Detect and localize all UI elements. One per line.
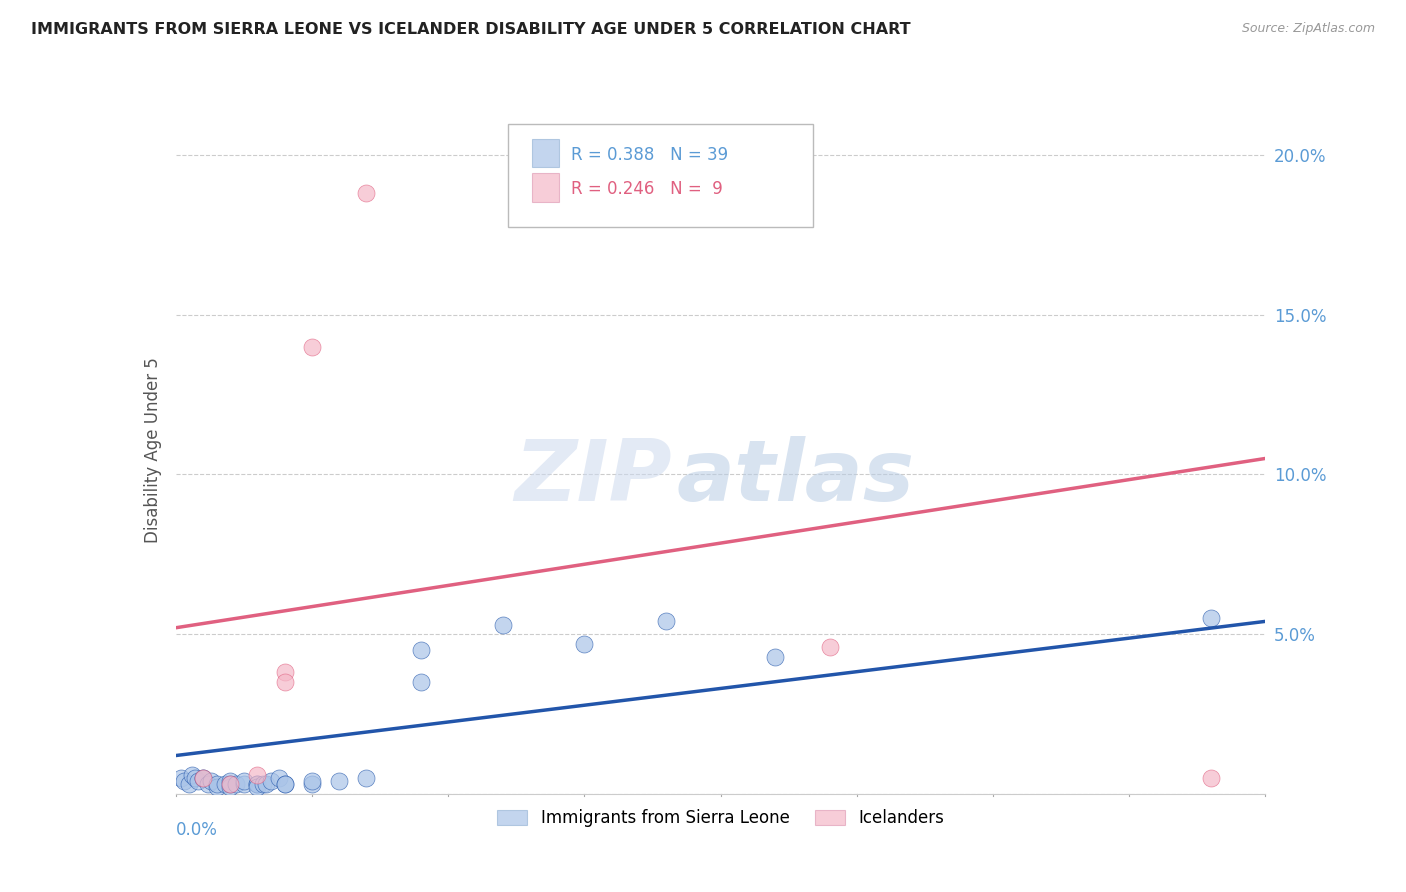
Point xyxy=(191,771,214,785)
Point xyxy=(574,637,596,651)
Text: atlas: atlas xyxy=(678,436,915,519)
Point xyxy=(269,771,291,785)
Point xyxy=(173,774,195,789)
Point xyxy=(356,186,378,201)
Point xyxy=(763,649,786,664)
Point xyxy=(205,777,228,791)
Point xyxy=(200,774,222,789)
Point xyxy=(232,774,254,789)
Point xyxy=(1199,771,1222,785)
Point xyxy=(186,774,209,789)
FancyBboxPatch shape xyxy=(531,173,560,202)
Legend: Immigrants from Sierra Leone, Icelanders: Immigrants from Sierra Leone, Icelanders xyxy=(491,802,950,834)
Point xyxy=(274,675,297,690)
Point xyxy=(179,777,201,791)
Point xyxy=(274,665,297,680)
Point xyxy=(191,771,214,785)
Point xyxy=(254,777,277,791)
Point xyxy=(197,777,219,791)
Point xyxy=(301,774,323,789)
Point xyxy=(246,777,269,791)
Point xyxy=(356,771,378,785)
Text: Source: ZipAtlas.com: Source: ZipAtlas.com xyxy=(1241,22,1375,36)
Point xyxy=(274,777,297,791)
Point xyxy=(246,780,269,795)
Point xyxy=(246,777,269,791)
Point xyxy=(219,774,242,789)
Point xyxy=(219,777,242,791)
FancyBboxPatch shape xyxy=(508,124,813,227)
Point xyxy=(205,780,228,795)
Point xyxy=(301,340,323,354)
Point xyxy=(219,780,242,795)
Point xyxy=(214,777,236,791)
Text: ZIP: ZIP xyxy=(515,436,672,519)
Point xyxy=(492,617,515,632)
Text: IMMIGRANTS FROM SIERRA LEONE VS ICELANDER DISABILITY AGE UNDER 5 CORRELATION CHA: IMMIGRANTS FROM SIERRA LEONE VS ICELANDE… xyxy=(31,22,911,37)
Text: R = 0.246   N =  9: R = 0.246 N = 9 xyxy=(571,180,723,198)
Point xyxy=(252,777,274,791)
Point xyxy=(274,777,297,791)
Point xyxy=(232,777,254,791)
Point xyxy=(181,768,204,782)
Point xyxy=(1199,611,1222,625)
Point xyxy=(246,768,269,782)
Point xyxy=(170,771,193,785)
Point xyxy=(301,777,323,791)
Point xyxy=(191,771,214,785)
Point xyxy=(409,643,432,657)
Y-axis label: Disability Age Under 5: Disability Age Under 5 xyxy=(143,358,162,543)
Point xyxy=(219,777,242,791)
Point xyxy=(655,615,678,629)
Text: R = 0.388   N = 39: R = 0.388 N = 39 xyxy=(571,146,728,164)
Point xyxy=(184,771,207,785)
Point xyxy=(328,774,350,789)
Point xyxy=(409,675,432,690)
Point xyxy=(818,640,841,654)
Point xyxy=(225,777,247,791)
FancyBboxPatch shape xyxy=(531,138,560,168)
Point xyxy=(260,774,283,789)
Text: 0.0%: 0.0% xyxy=(176,822,218,839)
